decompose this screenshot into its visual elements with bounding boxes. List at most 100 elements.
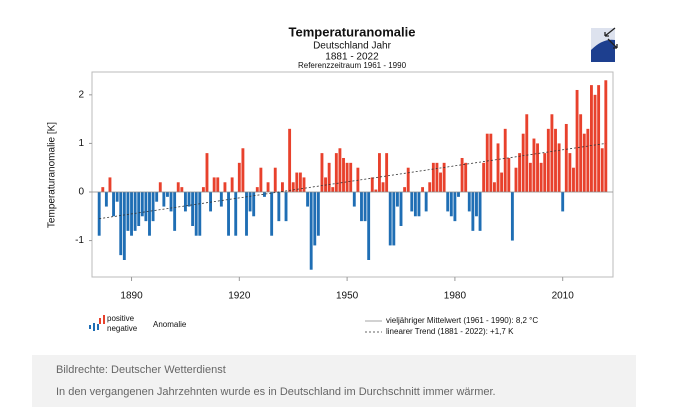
bar bbox=[421, 187, 425, 192]
bar bbox=[482, 162, 486, 192]
bar bbox=[460, 157, 464, 192]
chart-reference: Referenzzeitraum 1961 - 1990 bbox=[298, 61, 407, 70]
y-tick-label: 2 bbox=[78, 89, 84, 100]
bar bbox=[449, 191, 453, 217]
bar bbox=[557, 143, 561, 192]
bar bbox=[277, 191, 281, 222]
bar bbox=[266, 182, 270, 192]
chart: Temperaturanomalie Deutschland Jahr 1881… bbox=[47, 24, 618, 336]
bar bbox=[485, 133, 489, 192]
bar bbox=[245, 191, 248, 236]
bar bbox=[554, 128, 557, 192]
chart-title: Temperaturanomalie bbox=[289, 24, 416, 39]
bar bbox=[395, 191, 399, 207]
bar bbox=[453, 191, 457, 222]
x-tick-label: 1980 bbox=[444, 291, 467, 302]
bar bbox=[97, 191, 101, 236]
caption-box: Bildrechte: Deutscher Wetterdienst In de… bbox=[32, 355, 636, 407]
bar bbox=[255, 187, 259, 192]
bar bbox=[532, 138, 536, 192]
bar bbox=[342, 157, 345, 192]
bar bbox=[252, 191, 256, 217]
bar bbox=[385, 153, 389, 192]
bar bbox=[298, 172, 302, 192]
legend-positive: positive bbox=[107, 314, 135, 323]
credit: Bildrechte: Deutscher Wetterdienst bbox=[56, 364, 226, 376]
bar bbox=[223, 182, 227, 192]
bar bbox=[122, 191, 126, 260]
bar bbox=[309, 191, 313, 270]
y-axis-label: Temperaturanomalie [K] bbox=[47, 122, 58, 228]
x-tick-label: 1920 bbox=[228, 291, 251, 302]
bar bbox=[374, 189, 378, 192]
bar bbox=[582, 133, 586, 192]
x-tick-label: 2010 bbox=[552, 291, 575, 302]
bar bbox=[148, 191, 151, 236]
bar bbox=[166, 191, 169, 197]
x-tick-label: 1890 bbox=[120, 291, 143, 302]
bar bbox=[413, 191, 417, 217]
legend-mean: vieljähriger Mittelwert (1961 - 1990): 8… bbox=[386, 316, 538, 325]
bar bbox=[471, 191, 475, 231]
legend-anomaly: Anomalie bbox=[153, 320, 187, 329]
bar bbox=[503, 128, 507, 192]
bar bbox=[507, 157, 511, 192]
bar bbox=[525, 114, 529, 192]
bar bbox=[201, 187, 205, 192]
x-tick-label: 1950 bbox=[336, 291, 359, 302]
bar bbox=[119, 191, 123, 256]
bar bbox=[234, 191, 238, 236]
bar bbox=[435, 162, 439, 192]
expand-button[interactable] bbox=[604, 27, 618, 49]
bar bbox=[417, 191, 421, 217]
bar bbox=[381, 182, 385, 192]
bar bbox=[489, 133, 493, 192]
bar bbox=[241, 148, 245, 192]
bar bbox=[295, 172, 299, 192]
chart-period: 1881 - 2022 bbox=[325, 52, 379, 63]
bar bbox=[151, 191, 155, 222]
bar bbox=[388, 191, 392, 246]
chart-subtitle: Deutschland Jahr bbox=[313, 41, 391, 52]
bar bbox=[500, 172, 504, 192]
bar bbox=[399, 191, 403, 226]
bar bbox=[352, 191, 356, 207]
bar bbox=[173, 191, 177, 231]
bar bbox=[320, 153, 324, 192]
bar bbox=[561, 191, 565, 212]
legend-negative: negative bbox=[107, 324, 138, 333]
bar bbox=[406, 167, 410, 192]
bar bbox=[115, 191, 119, 202]
bar bbox=[183, 191, 187, 212]
bar bbox=[280, 182, 284, 192]
bar bbox=[331, 187, 335, 192]
bar bbox=[140, 191, 144, 217]
bar bbox=[467, 191, 471, 212]
bar bbox=[263, 191, 266, 197]
bar bbox=[302, 177, 306, 192]
bar bbox=[431, 162, 435, 192]
bar bbox=[291, 182, 295, 192]
bar bbox=[550, 114, 554, 192]
bar bbox=[209, 191, 213, 212]
bar bbox=[593, 94, 597, 192]
bar bbox=[162, 191, 166, 207]
bar bbox=[198, 191, 202, 236]
bar bbox=[176, 182, 180, 192]
bar bbox=[446, 191, 450, 212]
bar bbox=[514, 167, 518, 192]
bar bbox=[586, 128, 590, 192]
bar bbox=[492, 182, 496, 192]
legend bbox=[89, 315, 382, 333]
bar bbox=[575, 89, 579, 192]
bar bbox=[521, 133, 525, 192]
bar bbox=[212, 177, 216, 192]
bar bbox=[216, 177, 220, 192]
bar bbox=[363, 191, 367, 222]
bar bbox=[600, 148, 604, 192]
bar bbox=[568, 153, 572, 192]
bar bbox=[543, 153, 547, 192]
bar bbox=[367, 191, 371, 260]
bar bbox=[327, 162, 331, 192]
